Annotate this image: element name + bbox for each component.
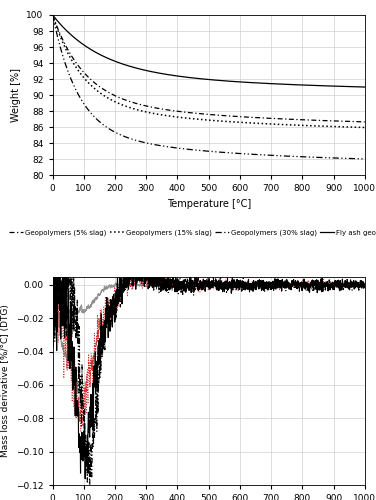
X-axis label: Temperature [°C]: Temperature [°C] xyxy=(167,199,251,209)
Legend: Geopolymers (5% slag), Geopolymers (15% slag), Geopolymers (30% slag), Fly ash g: Geopolymers (5% slag), Geopolymers (15% … xyxy=(6,227,376,239)
Y-axis label: Mass loss derivative [%/°C] (DTG): Mass loss derivative [%/°C] (DTG) xyxy=(2,304,11,458)
Y-axis label: Weight [%]: Weight [%] xyxy=(11,68,21,122)
